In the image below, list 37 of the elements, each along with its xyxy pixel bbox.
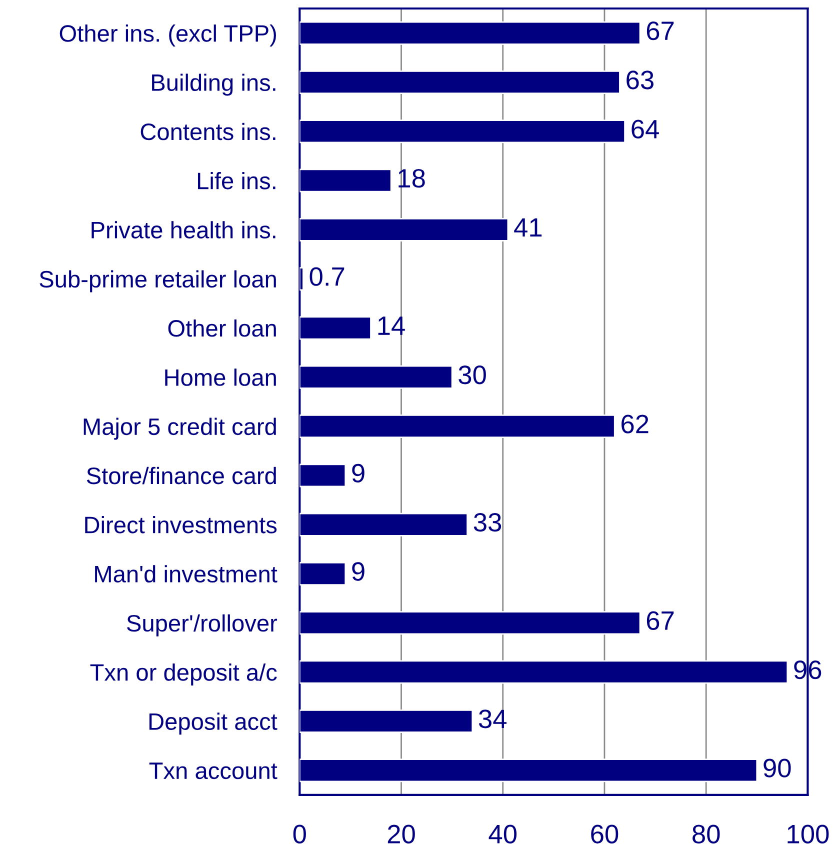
x-tick-label: 100: [788, 824, 829, 844]
y-tick-label: Super'/rollover: [127, 614, 278, 636]
x-tick-label: 40: [488, 824, 517, 844]
x-tick-label: 60: [591, 824, 618, 844]
data-label: 18: [398, 168, 425, 188]
y-tick-label: Txn or deposit a/c: [90, 663, 277, 686]
y-tick-label: Life ins.: [198, 172, 276, 190]
data-label: 67: [646, 21, 674, 40]
x-tick-label: 0: [293, 824, 306, 844]
data-label: 9: [352, 562, 364, 581]
y-tick-label: Deposit acct: [149, 712, 278, 735]
data-label: 67: [646, 611, 674, 630]
data-label: 64: [632, 120, 659, 138]
data-label: 0.7: [310, 267, 344, 286]
y-tick-label: Private health ins.: [92, 221, 276, 238]
data-label: 90: [764, 758, 791, 778]
y-tick-label: Store/finance card: [86, 466, 276, 484]
data-label: 14: [378, 316, 405, 335]
y-tick-label: Txn account: [149, 762, 278, 780]
y-tick-label: Home loan: [165, 368, 276, 386]
y-tick-label: Sub-prime retailer loan: [40, 270, 276, 292]
y-tick-label: Man'd investment: [95, 565, 278, 583]
y-tick-label: Building ins.: [152, 74, 276, 96]
data-label: 62: [622, 414, 648, 434]
y-tick-label: Contents ins.: [140, 122, 276, 140]
y-tick-label: Direct investments: [85, 516, 277, 534]
x-tick-label: 80: [692, 824, 720, 844]
y-tick-label: Major 5 credit card: [84, 418, 276, 440]
y-tick-label: Other loan: [168, 319, 276, 337]
data-label: 41: [514, 218, 542, 237]
data-label: 33: [474, 512, 502, 532]
data-label: 30: [458, 366, 486, 384]
x-tick-label: 20: [388, 824, 415, 844]
y-tick-label: Other ins. (excl TPP): [60, 24, 276, 47]
data-label: 34: [478, 710, 507, 728]
data-label: 9: [352, 464, 364, 483]
data-label: 63: [626, 70, 654, 90]
